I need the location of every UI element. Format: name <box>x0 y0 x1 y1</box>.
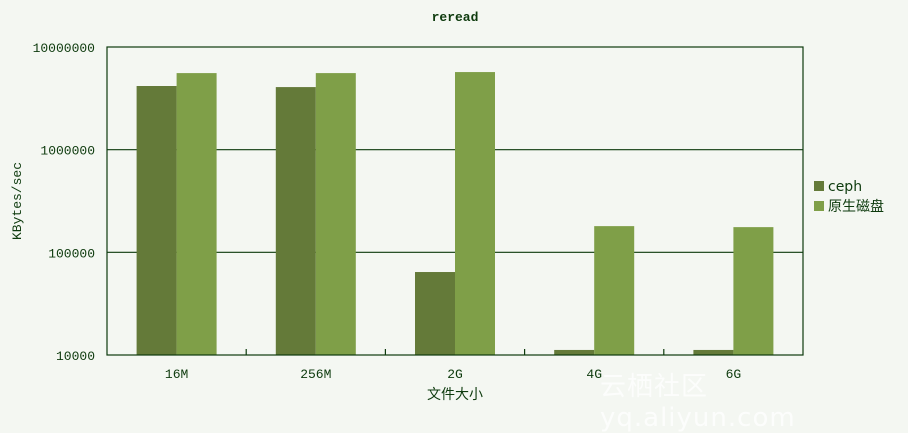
bar-ceph <box>415 272 455 355</box>
legend-swatch <box>814 181 824 191</box>
y-tick-label: 100000 <box>48 246 95 261</box>
y-tick-label: 10000000 <box>33 41 95 56</box>
bar-原生磁盘 <box>594 226 635 355</box>
y-tick-label: 1000000 <box>40 144 95 159</box>
legend-swatch <box>814 201 824 211</box>
y-axis-label: KBytes/sec <box>10 162 25 240</box>
legend: ceph 原生磁盘 <box>814 179 884 215</box>
legend-label: 原生磁盘 <box>828 198 884 215</box>
bar-ceph <box>136 85 177 356</box>
bar-原生磁盘 <box>733 227 774 355</box>
bar-原生磁盘 <box>455 72 495 356</box>
legend-label: ceph <box>828 179 862 195</box>
x-tick-label: 256M <box>300 367 331 382</box>
bar-原生磁盘 <box>315 73 356 356</box>
bar-chart: reread 10000 100000 1000000 10000000 16M 256… <box>10 10 884 403</box>
x-tick-label: 4G <box>586 367 602 382</box>
bar-ceph <box>693 349 734 355</box>
x-tick-label: 16M <box>165 367 188 382</box>
bar-ceph <box>275 87 316 356</box>
bar-原生磁盘 <box>176 73 217 356</box>
plot-frame <box>106 46 804 356</box>
y-tick-label: 10000 <box>56 349 95 364</box>
bar-ceph <box>554 349 595 355</box>
x-axis-label: 文件大小 <box>427 387 483 403</box>
watermark: 云栖社区 yq.aliyun.com <box>600 372 796 433</box>
chart-title: reread <box>432 10 479 25</box>
x-tick-label: 6G <box>726 367 742 382</box>
x-tick-label: 2G <box>447 367 463 382</box>
